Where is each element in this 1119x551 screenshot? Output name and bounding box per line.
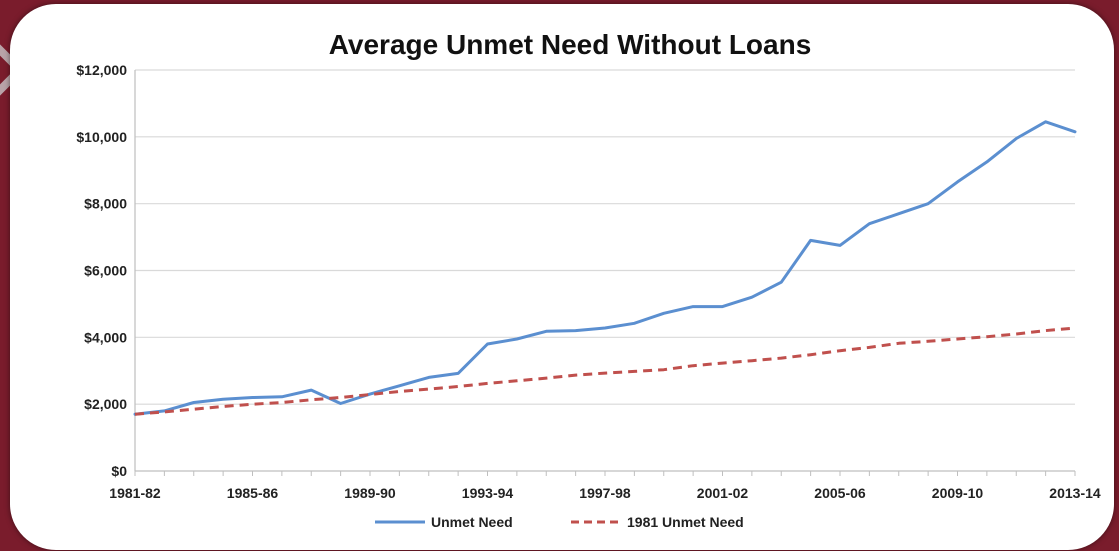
legend-label: Unmet Need	[431, 514, 513, 530]
legend: Unmet Need 1981 Unmet Need	[375, 514, 744, 530]
y-tick-label: $10,000	[76, 129, 127, 145]
y-tick-label: $6,000	[84, 263, 127, 279]
y-axis: $0 $2,000 $4,000 $6,000 $8,000 $10,000 $12,000	[76, 62, 127, 479]
y-tick-label: $4,000	[84, 329, 127, 345]
chart-title: Average Unmet Need Without Loans	[329, 29, 812, 60]
line-chart: Average Unmet Need Without Loans $0 $2,00…	[76, 29, 1101, 530]
x-tick-label: 1981-82	[109, 485, 161, 501]
x-tick-label: 1997-98	[579, 485, 631, 501]
x-tick-label: 1989-90	[344, 485, 396, 501]
x-tick-label: 2001-02	[697, 485, 749, 501]
legend-label: 1981 Unmet Need	[627, 514, 744, 530]
grid	[134, 69, 1075, 472]
series-line-unmet-need	[133, 120, 1077, 416]
chart-card: Average Unmet Need Without Loans $0 $2,00…	[10, 4, 1114, 550]
series-line-1981-unmet-need	[134, 326, 1076, 416]
y-tick-label: $0	[111, 463, 127, 479]
x-tick-label: 2009-10	[932, 485, 984, 501]
y-tick-label: $2,000	[84, 396, 127, 412]
x-tick-label: 2013-14	[1049, 485, 1101, 501]
x-axis: 1981-82 1985-86 1989-90 1993-94 1997-98 2001-…	[109, 471, 1101, 501]
y-tick-label: $12,000	[76, 62, 127, 78]
x-tick-label: 2005-06	[814, 485, 866, 501]
x-tick-label: 1985-86	[227, 485, 279, 501]
x-tick-label: 1993-94	[462, 485, 514, 501]
series-lines	[133, 120, 1077, 416]
y-tick-label: $8,000	[84, 196, 127, 212]
